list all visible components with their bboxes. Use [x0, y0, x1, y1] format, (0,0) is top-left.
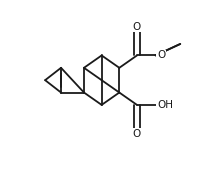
Text: O: O	[157, 50, 165, 61]
Text: O: O	[133, 22, 141, 32]
Text: OH: OH	[157, 100, 173, 110]
Text: O: O	[133, 129, 141, 139]
